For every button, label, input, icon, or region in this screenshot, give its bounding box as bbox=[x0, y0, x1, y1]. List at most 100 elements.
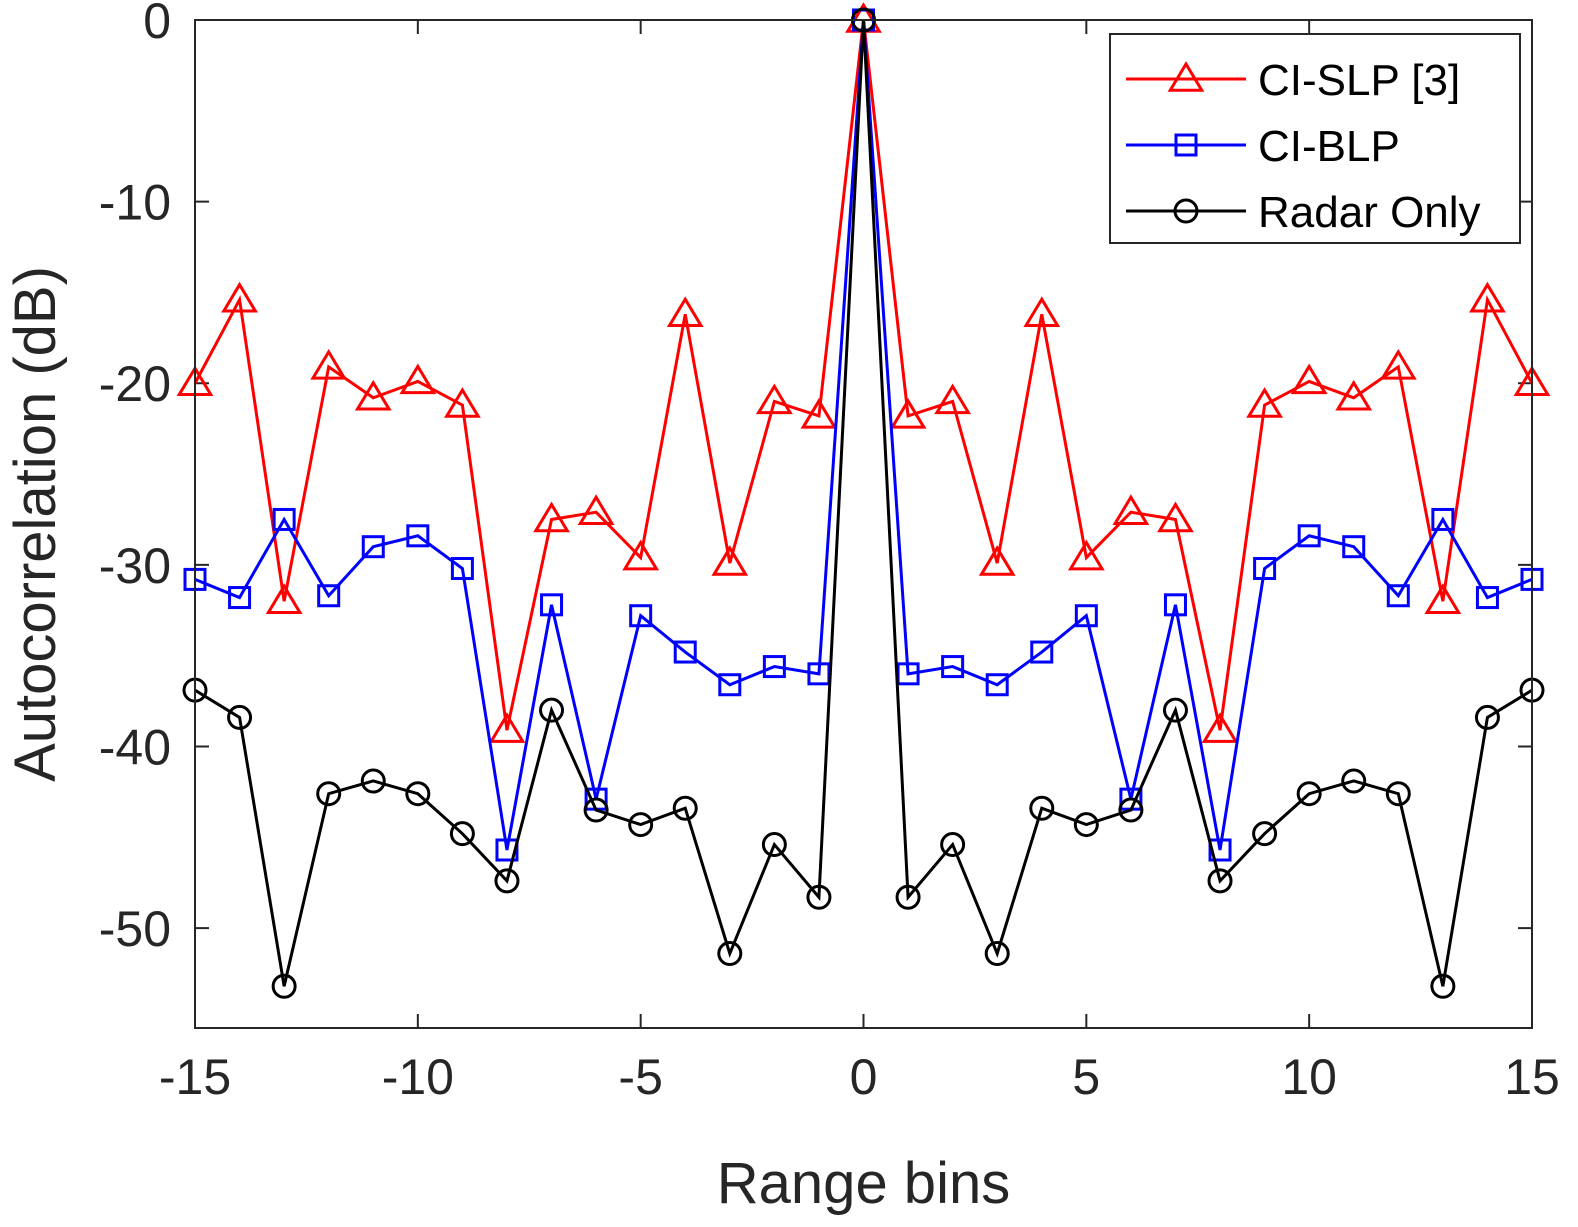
data-point bbox=[1074, 604, 1098, 628]
data-point bbox=[711, 545, 749, 576]
data-point bbox=[310, 348, 348, 380]
data-point bbox=[1474, 704, 1500, 730]
data-point bbox=[934, 383, 972, 415]
data-point bbox=[488, 712, 526, 743]
x-tick-label: 10 bbox=[1281, 1049, 1337, 1105]
ticks-layer: -15 -10 -5 0 5 10 150-10-20-30-40-50 bbox=[99, 0, 1560, 1105]
legend-box bbox=[1109, 33, 1521, 244]
y-tick-label: -10 bbox=[99, 175, 171, 231]
data-point bbox=[227, 704, 253, 730]
data-point bbox=[354, 379, 392, 411]
legend-label: Radar Only bbox=[1258, 188, 1481, 237]
data-point bbox=[265, 583, 303, 614]
data-point bbox=[583, 797, 609, 823]
data-point bbox=[622, 539, 660, 571]
data-point bbox=[1475, 586, 1499, 610]
data-point bbox=[984, 941, 1010, 967]
x-tick-label: 0 bbox=[850, 1049, 878, 1105]
data-point bbox=[889, 398, 927, 429]
data-point bbox=[800, 398, 838, 429]
data-point bbox=[629, 604, 653, 628]
data-point bbox=[1335, 379, 1373, 411]
data-point bbox=[1023, 296, 1061, 327]
data-point bbox=[755, 383, 793, 415]
data-point bbox=[272, 507, 296, 531]
data-point bbox=[1430, 973, 1456, 999]
data-point bbox=[1253, 556, 1277, 580]
data-point bbox=[577, 494, 615, 525]
x-tick-label: -15 bbox=[159, 1049, 231, 1105]
x-axis-title: Range bins bbox=[717, 1151, 1010, 1216]
y-tick-label: -20 bbox=[99, 356, 171, 412]
data-point bbox=[271, 973, 297, 999]
data-point bbox=[495, 838, 519, 862]
y-tick-label: -30 bbox=[99, 538, 171, 594]
data-point bbox=[1073, 812, 1099, 838]
legend-label: CI-BLP bbox=[1258, 122, 1400, 171]
data-point bbox=[940, 832, 966, 858]
data-point bbox=[941, 655, 965, 679]
data-point bbox=[1379, 348, 1417, 380]
data-point bbox=[806, 884, 832, 910]
data-point bbox=[985, 673, 1009, 697]
y-tick-label: -40 bbox=[99, 719, 171, 775]
legend-marker bbox=[1173, 198, 1199, 224]
data-point bbox=[494, 868, 520, 894]
x-tick-label: -10 bbox=[382, 1049, 454, 1105]
data-point bbox=[399, 363, 437, 395]
legend-items: CI-SLP [3] CI-BLP Radar Only bbox=[1126, 56, 1481, 237]
y-tick-label: -50 bbox=[99, 901, 171, 957]
data-point bbox=[1385, 781, 1411, 807]
data-point bbox=[1431, 507, 1455, 531]
data-point bbox=[673, 640, 697, 664]
data-point bbox=[533, 501, 570, 533]
legend-label: CI-SLP [3] bbox=[1258, 56, 1460, 105]
data-point bbox=[1424, 583, 1462, 614]
data-point bbox=[450, 556, 474, 580]
data-point bbox=[406, 524, 430, 548]
data-point bbox=[1157, 501, 1194, 533]
legend-item: CI-BLP bbox=[1126, 122, 1400, 171]
data-point bbox=[1067, 539, 1105, 571]
legend-marker bbox=[1174, 133, 1198, 157]
data-point bbox=[316, 781, 342, 807]
data-point bbox=[1118, 797, 1144, 823]
data-point bbox=[1342, 535, 1366, 559]
data-point bbox=[317, 584, 341, 608]
data-point bbox=[360, 768, 386, 794]
plot-frame bbox=[194, 19, 1533, 1029]
data-point bbox=[539, 697, 565, 723]
data-point bbox=[405, 781, 431, 807]
data-point bbox=[1201, 712, 1239, 743]
data-point bbox=[1290, 363, 1328, 395]
legend: CI-SLP [3] CI-BLP Radar Only bbox=[1109, 33, 1521, 244]
data-point bbox=[1341, 768, 1367, 794]
x-tick-label: -5 bbox=[618, 1049, 662, 1105]
data-point bbox=[1296, 781, 1322, 807]
y-axis-title: Autocorrelation (dB) bbox=[3, 266, 68, 782]
data-point bbox=[1297, 524, 1321, 548]
data-point bbox=[361, 535, 385, 559]
data-point bbox=[1029, 795, 1055, 821]
data-point bbox=[444, 387, 481, 418]
data-point bbox=[1469, 281, 1506, 313]
data-point bbox=[628, 812, 654, 838]
x-tick-label: 15 bbox=[1504, 1049, 1560, 1105]
data-point bbox=[978, 545, 1016, 576]
data-point bbox=[666, 296, 704, 327]
data-point bbox=[1163, 593, 1187, 617]
data-point bbox=[717, 941, 743, 967]
data-point bbox=[1162, 697, 1188, 723]
legend-item: CI-SLP [3] bbox=[1126, 56, 1460, 105]
data-point bbox=[1207, 868, 1233, 894]
legend-item: Radar Only bbox=[1126, 188, 1481, 237]
data-point bbox=[1208, 838, 1232, 862]
data-point bbox=[540, 593, 564, 617]
legend-marker bbox=[1167, 61, 1205, 92]
data-point bbox=[1246, 387, 1283, 418]
data-point bbox=[672, 795, 698, 821]
data-point bbox=[449, 821, 475, 847]
data-point bbox=[228, 586, 252, 610]
x-tick-label: 5 bbox=[1072, 1049, 1100, 1105]
